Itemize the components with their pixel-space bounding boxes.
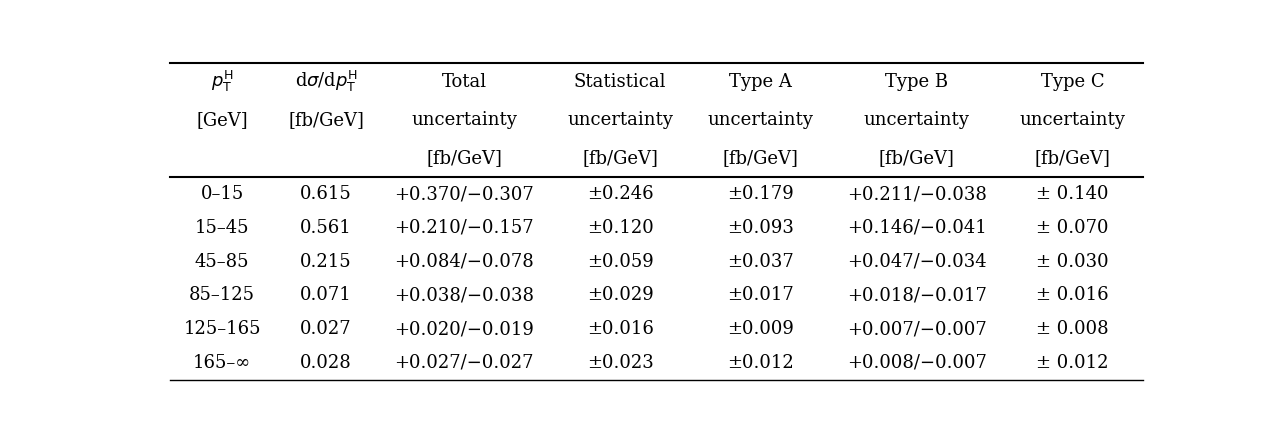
Text: 85–125: 85–125 (190, 286, 255, 304)
Text: Total: Total (442, 73, 487, 91)
Text: ±0.023: ±0.023 (587, 354, 653, 372)
Text: Type C: Type C (1041, 73, 1104, 91)
Text: +0.146/−0.041: +0.146/−0.041 (847, 219, 986, 237)
Text: +0.084/−0.078: +0.084/−0.078 (395, 253, 534, 271)
Text: Type A: Type A (729, 73, 792, 91)
Text: ±0.029: ±0.029 (587, 286, 653, 304)
Text: uncertainty: uncertainty (411, 111, 518, 129)
Text: Type B: Type B (885, 73, 948, 91)
Text: +0.027/−0.027: +0.027/−0.027 (395, 354, 534, 372)
Text: ±0.037: ±0.037 (728, 253, 794, 271)
Text: 0.615: 0.615 (300, 185, 352, 203)
Text: 165–∞: 165–∞ (193, 354, 251, 372)
Text: uncertainty: uncertainty (863, 111, 970, 129)
Text: ± 0.016: ± 0.016 (1036, 286, 1109, 304)
Text: +0.008/−0.007: +0.008/−0.007 (847, 354, 986, 372)
Text: [fb/GeV]: [fb/GeV] (879, 149, 954, 167)
Text: +0.007/−0.007: +0.007/−0.007 (847, 320, 986, 338)
Text: 125–165: 125–165 (183, 320, 261, 338)
Text: ±0.016: ±0.016 (587, 320, 653, 338)
Text: [fb/GeV]: [fb/GeV] (582, 149, 658, 167)
Text: ± 0.070: ± 0.070 (1036, 219, 1109, 237)
Text: 0–15: 0–15 (200, 185, 243, 203)
Text: 0.215: 0.215 (300, 253, 352, 271)
Text: ±0.179: ±0.179 (728, 185, 794, 203)
Text: ±0.009: ±0.009 (728, 320, 794, 338)
Text: ±0.012: ±0.012 (728, 354, 794, 372)
Text: uncertainty: uncertainty (1020, 111, 1126, 129)
Text: ± 0.140: ± 0.140 (1036, 185, 1109, 203)
Text: +0.210/−0.157: +0.210/−0.157 (395, 219, 534, 237)
Text: ± 0.008: ± 0.008 (1036, 320, 1109, 338)
Text: uncertainty: uncertainty (707, 111, 813, 129)
Text: 0.561: 0.561 (300, 219, 352, 237)
Text: ± 0.030: ± 0.030 (1036, 253, 1109, 271)
Text: ±0.120: ±0.120 (587, 219, 653, 237)
Text: ± 0.012: ± 0.012 (1036, 354, 1109, 372)
Text: [fb/GeV]: [fb/GeV] (288, 111, 364, 129)
Text: d$\sigma$/d$p_{\mathrm{T}}^{\mathrm{H}}$: d$\sigma$/d$p_{\mathrm{T}}^{\mathrm{H}}$ (295, 69, 357, 94)
Text: ±0.093: ±0.093 (728, 219, 794, 237)
Text: [fb/GeV]: [fb/GeV] (722, 149, 798, 167)
Text: 45–85: 45–85 (195, 253, 250, 271)
Text: $p_{\mathrm{T}}^{\mathrm{H}}$: $p_{\mathrm{T}}^{\mathrm{H}}$ (211, 69, 233, 94)
Text: +0.038/−0.038: +0.038/−0.038 (395, 286, 534, 304)
Text: ±0.059: ±0.059 (587, 253, 653, 271)
Text: 0.071: 0.071 (300, 286, 352, 304)
Text: +0.211/−0.038: +0.211/−0.038 (847, 185, 986, 203)
Text: 15–45: 15–45 (195, 219, 250, 237)
Text: 0.027: 0.027 (300, 320, 352, 338)
Text: +0.018/−0.017: +0.018/−0.017 (847, 286, 986, 304)
Text: 0.028: 0.028 (300, 354, 352, 372)
Text: [fb/GeV]: [fb/GeV] (1035, 149, 1111, 167)
Text: +0.047/−0.034: +0.047/−0.034 (847, 253, 986, 271)
Text: [fb/GeV]: [fb/GeV] (427, 149, 502, 167)
Text: +0.370/−0.307: +0.370/−0.307 (395, 185, 534, 203)
Text: uncertainty: uncertainty (567, 111, 673, 129)
Text: [GeV]: [GeV] (196, 111, 249, 129)
Text: +0.020/−0.019: +0.020/−0.019 (395, 320, 534, 338)
Text: ±0.017: ±0.017 (728, 286, 794, 304)
Text: ±0.246: ±0.246 (587, 185, 653, 203)
Text: Statistical: Statistical (574, 73, 666, 91)
